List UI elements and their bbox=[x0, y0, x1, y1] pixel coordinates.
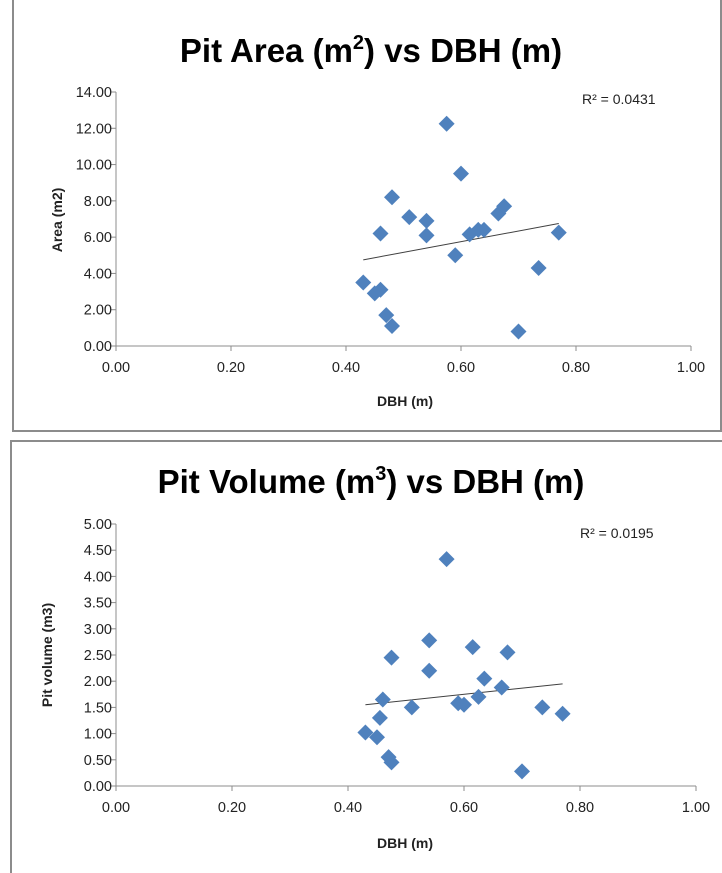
data-point bbox=[372, 281, 389, 298]
x-tick-label: 0.40 bbox=[332, 360, 360, 376]
chart-title-main: Pit Area (m bbox=[180, 32, 353, 69]
data-point bbox=[403, 699, 420, 716]
data-point bbox=[530, 259, 547, 276]
chart-title-superscript: 3 bbox=[375, 463, 386, 485]
data-point bbox=[534, 699, 551, 716]
chart-title-suffix: ) vs DBH (m) bbox=[364, 32, 562, 69]
x-tick-label: 0.80 bbox=[566, 800, 594, 816]
y-tick-label: 10.00 bbox=[76, 158, 112, 174]
data-point bbox=[372, 225, 389, 242]
data-point bbox=[438, 115, 455, 132]
data-point bbox=[374, 691, 391, 708]
chart-title-main: Pit Volume (m bbox=[158, 463, 376, 500]
y-tick-label: 2.00 bbox=[84, 303, 112, 319]
y-axis-label: Pit volume (m3) bbox=[39, 603, 55, 707]
data-point bbox=[496, 198, 513, 215]
x-tick-label: 0.00 bbox=[102, 360, 130, 376]
data-point bbox=[421, 632, 438, 649]
x-tick-label: 0.20 bbox=[217, 360, 245, 376]
data-point bbox=[447, 247, 464, 264]
volume-chart-panel bbox=[10, 440, 722, 873]
y-tick-label: 0.00 bbox=[84, 779, 112, 795]
data-point bbox=[476, 221, 492, 238]
y-tick-label: 14.00 bbox=[76, 85, 112, 101]
data-point bbox=[550, 224, 567, 241]
y-tick-label: 8.00 bbox=[84, 194, 112, 210]
x-tick-label: 1.00 bbox=[677, 360, 705, 376]
x-tick-label: 0.60 bbox=[450, 800, 478, 816]
trendline bbox=[363, 223, 559, 261]
y-tick-label: 0.50 bbox=[84, 753, 112, 769]
trendline bbox=[365, 683, 563, 706]
x-tick-label: 1.00 bbox=[682, 800, 710, 816]
data-point bbox=[554, 705, 571, 722]
data-point bbox=[384, 318, 400, 335]
data-point bbox=[421, 662, 438, 679]
y-tick-label: 3.00 bbox=[84, 622, 112, 638]
x-tick-label: 0.60 bbox=[447, 360, 475, 376]
x-axis-label: DBH (m) bbox=[377, 835, 433, 851]
data-point bbox=[510, 323, 527, 340]
data-point bbox=[470, 688, 487, 705]
data-point bbox=[418, 212, 435, 229]
data-point bbox=[464, 639, 481, 656]
data-point bbox=[499, 644, 516, 661]
y-tick-label: 1.50 bbox=[84, 700, 112, 716]
x-axis-label: DBH (m) bbox=[377, 393, 433, 409]
chart-title-superscript: 2 bbox=[353, 32, 364, 54]
y-tick-label: 1.00 bbox=[84, 727, 112, 743]
chart-title: Pit Volume (m3) vs DBH (m) bbox=[158, 463, 585, 500]
y-tick-label: 4.00 bbox=[84, 266, 112, 282]
data-point bbox=[369, 729, 385, 746]
data-point bbox=[383, 754, 400, 771]
chart-title: Pit Area (m2) vs DBH (m) bbox=[180, 32, 562, 69]
data-point bbox=[514, 763, 530, 780]
data-point bbox=[378, 307, 395, 324]
y-axis-label: Area (m2) bbox=[49, 188, 65, 253]
y-tick-label: 3.50 bbox=[84, 596, 112, 612]
data-point bbox=[476, 670, 493, 687]
volume-vs-dbh-chart: Pit Volume (m3) vs DBH (m) R² = 0.0195 D… bbox=[39, 463, 710, 851]
data-point bbox=[456, 696, 472, 713]
data-point bbox=[384, 189, 400, 206]
data-point bbox=[355, 274, 372, 291]
x-tick-label: 0.80 bbox=[562, 360, 590, 376]
y-tick-label: 2.50 bbox=[84, 648, 112, 664]
x-tick-label: 0.20 bbox=[218, 800, 246, 816]
y-tick-label: 2.00 bbox=[84, 674, 112, 690]
y-tick-label: 5.00 bbox=[84, 517, 112, 533]
y-tick-label: 4.00 bbox=[84, 569, 112, 585]
y-tick-label: 0.00 bbox=[84, 339, 112, 355]
data-point bbox=[383, 649, 400, 666]
data-point bbox=[493, 679, 510, 696]
data-point bbox=[418, 227, 435, 244]
data-point bbox=[401, 209, 418, 226]
y-tick-label: 12.00 bbox=[76, 121, 112, 137]
r-squared-label: R² = 0.0195 bbox=[580, 525, 654, 541]
area-vs-dbh-chart: Pit Area (m2) vs DBH (m) R² = 0.0431 DBH… bbox=[49, 32, 705, 409]
x-tick-label: 0.40 bbox=[334, 800, 362, 816]
data-point bbox=[357, 724, 374, 741]
y-tick-label: 4.50 bbox=[84, 543, 112, 559]
data-point bbox=[371, 709, 388, 726]
r-squared-label: R² = 0.0431 bbox=[582, 91, 656, 107]
chart-title-suffix: ) vs DBH (m) bbox=[386, 463, 584, 500]
data-point bbox=[438, 551, 455, 568]
area-chart-panel bbox=[12, 0, 722, 432]
data-point bbox=[453, 165, 469, 182]
x-tick-label: 0.00 bbox=[102, 800, 130, 816]
y-tick-label: 6.00 bbox=[84, 230, 112, 246]
